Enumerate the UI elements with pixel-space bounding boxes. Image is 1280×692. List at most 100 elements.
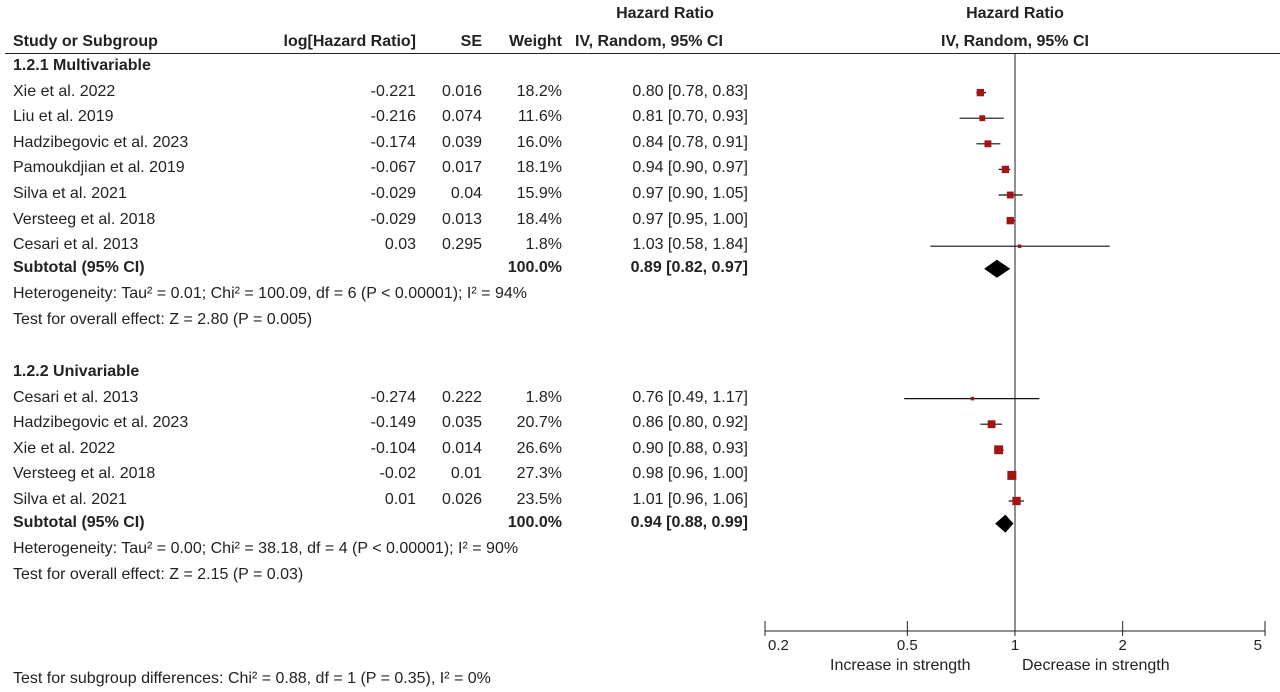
study-ci: 0.84 [0.78, 0.91] <box>632 133 748 151</box>
study-name: Hadzibegovic et al. 2023 <box>13 133 189 151</box>
subgroup-differences-text: Test for subgroup differences: Chi² = 0.… <box>13 670 491 687</box>
study-loghr: 0.01 <box>384 491 416 508</box>
subgroup-title: 1.2.1 Multivariable <box>13 57 151 74</box>
study-weight: 27.3% <box>516 465 562 483</box>
subtotal-weight: 100.0% <box>507 258 562 276</box>
study-name: Pamoukdjian et al. 2019 <box>13 159 185 177</box>
se-column-header: SE <box>460 33 482 50</box>
study-weight: 18.4% <box>516 210 562 228</box>
study-name: Xie et al. 2022 <box>13 439 116 457</box>
subtotal-diamond <box>995 514 1014 533</box>
study-se: 0.01 <box>450 465 482 483</box>
study-loghr: -0.274 <box>370 388 416 406</box>
overall-effect-text: Test for overall effect: Z = 2.80 (P = 0… <box>13 310 313 328</box>
study-marker <box>994 445 1004 455</box>
study-se: 0.222 <box>441 388 482 406</box>
study-loghr: -0.174 <box>370 133 416 151</box>
study-name: Hadzibegovic et al. 2023 <box>13 414 189 432</box>
study-name: Silva et al. 2021 <box>13 185 127 202</box>
study-name: Versteeg et al. 2018 <box>13 210 156 228</box>
plot-header-top: Hazard Ratio <box>966 5 1064 22</box>
study-marker <box>1007 470 1017 480</box>
subgroup-title: 1.2.2 Univariable <box>13 363 140 380</box>
study-weight: 20.7% <box>516 414 562 432</box>
x-tick-label: 1 <box>1011 637 1019 654</box>
study-se: 0.295 <box>441 236 482 254</box>
study-weight: 23.5% <box>516 491 562 508</box>
study-loghr: -0.221 <box>370 82 416 100</box>
loghr-column-header: log[Hazard Ratio] <box>283 33 416 50</box>
study-weight: 1.8% <box>525 236 562 254</box>
study-name: Cesari et al. 2013 <box>13 236 139 254</box>
study-se: 0.074 <box>441 108 482 126</box>
x-tick-label: 0.5 <box>897 637 918 654</box>
study-weight: 26.6% <box>516 439 562 457</box>
study-se: 0.014 <box>441 439 482 457</box>
subtotal-label: Subtotal (95% CI) <box>13 513 145 531</box>
study-name: Liu et al. 2019 <box>13 108 114 126</box>
study-marker <box>1012 496 1021 506</box>
study-se: 0.04 <box>450 185 482 202</box>
study-ci: 0.76 [0.49, 1.17] <box>632 388 748 406</box>
study-se: 0.035 <box>441 414 482 432</box>
study-ci: 0.98 [0.96, 1.00] <box>632 465 748 483</box>
study-marker <box>976 88 985 97</box>
subtotal-label: Subtotal (95% CI) <box>13 258 145 276</box>
x-tick-label: 0.2 <box>768 637 789 654</box>
study-marker <box>987 420 996 429</box>
study-weight: 18.2% <box>516 82 562 100</box>
study-loghr: -0.029 <box>370 185 416 202</box>
study-marker <box>1017 244 1022 248</box>
study-ci: 0.90 [0.88, 0.93] <box>632 439 748 457</box>
weight-column-header: Weight <box>508 33 562 50</box>
study-ci: 1.01 [0.96, 1.06] <box>632 491 748 508</box>
study-se: 0.039 <box>441 133 482 151</box>
study-loghr: -0.216 <box>370 108 416 126</box>
study-marker <box>979 115 986 122</box>
study-marker <box>970 396 975 401</box>
study-ci: 1.03 [0.58, 1.84] <box>632 236 748 254</box>
study-name: Versteeg et al. 2018 <box>13 465 156 483</box>
study-marker <box>984 140 992 148</box>
study-name: Xie et al. 2022 <box>13 82 116 100</box>
study-column-header: Study or Subgroup <box>13 33 158 50</box>
study-weight: 15.9% <box>516 185 562 202</box>
study-ci: 0.86 [0.80, 0.92] <box>632 414 748 432</box>
study-ci: 0.80 [0.78, 0.83] <box>632 82 748 100</box>
study-weight: 18.1% <box>516 159 562 177</box>
study-se: 0.026 <box>441 491 482 508</box>
study-loghr: -0.104 <box>370 439 416 457</box>
subtotal-weight: 100.0% <box>507 513 562 531</box>
overall-effect-text: Test for overall effect: Z = 2.15 (P = 0… <box>13 565 304 583</box>
heterogeneity-text: Heterogeneity: Tau² = 0.01; Chi² = 100.0… <box>13 284 527 302</box>
study-ci: 0.81 [0.70, 0.93] <box>632 108 748 126</box>
favours-left-label: Increase in strength <box>830 657 971 674</box>
hr-method-header: IV, Random, 95% CI <box>575 33 723 50</box>
study-se: 0.013 <box>441 210 482 228</box>
subtotal-ci: 0.94 [0.88, 0.99] <box>630 513 748 531</box>
favours-right-label: Decrease in strength <box>1022 657 1170 674</box>
subtotal-diamond <box>984 259 1011 278</box>
study-loghr: 0.03 <box>384 236 416 254</box>
study-ci: 0.97 [0.95, 1.00] <box>632 210 748 228</box>
study-loghr: -0.067 <box>370 159 416 177</box>
study-name: Silva et al. 2021 <box>13 491 127 508</box>
subtotal-ci: 0.89 [0.82, 0.97] <box>630 258 748 276</box>
study-loghr: -0.149 <box>370 414 416 432</box>
study-weight: 1.8% <box>525 388 562 406</box>
study-loghr: -0.029 <box>370 210 416 228</box>
study-marker <box>1001 165 1010 174</box>
plot-method-header: IV, Random, 95% CI <box>941 33 1089 50</box>
study-se: 0.017 <box>441 159 482 177</box>
study-weight: 11.6% <box>517 108 562 126</box>
x-tick-label: 5 <box>1254 637 1262 654</box>
heterogeneity-text: Heterogeneity: Tau² = 0.00; Chi² = 38.18… <box>13 539 519 557</box>
hr-header-top: Hazard Ratio <box>616 5 714 22</box>
study-ci: 0.97 [0.90, 1.05] <box>632 185 748 202</box>
study-se: 0.016 <box>441 82 482 100</box>
study-loghr: -0.02 <box>379 465 416 483</box>
study-ci: 0.94 [0.90, 0.97] <box>632 159 748 177</box>
study-marker <box>1006 216 1014 225</box>
